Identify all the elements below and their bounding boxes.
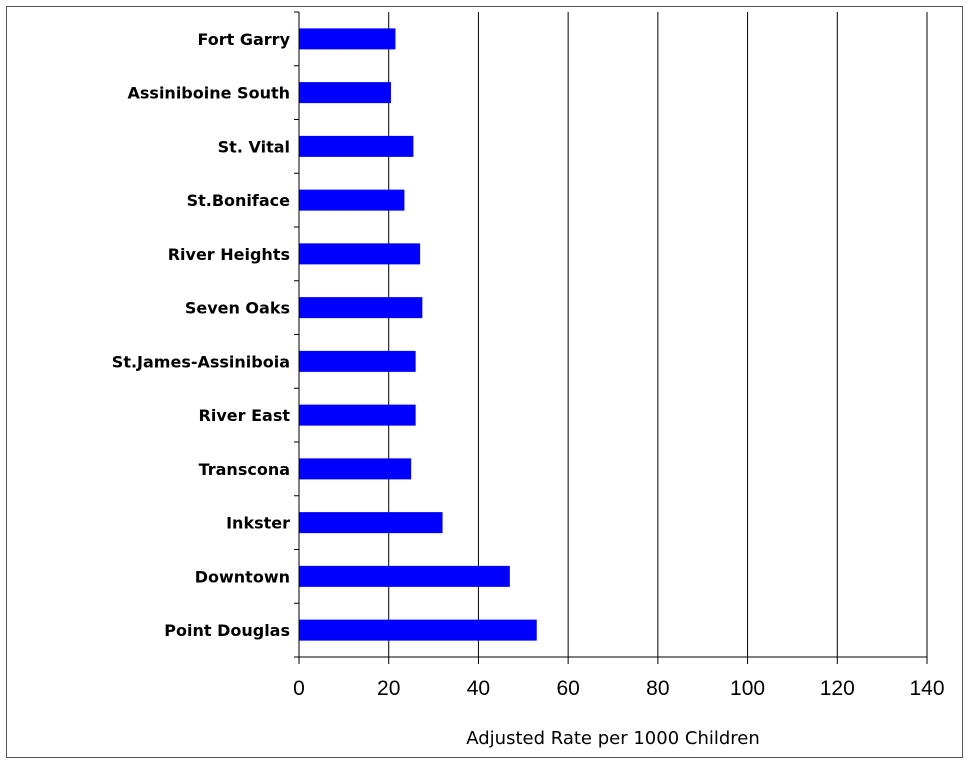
category-label: St.Boniface bbox=[187, 191, 291, 210]
category-label: Transcona bbox=[199, 460, 290, 479]
bars bbox=[299, 28, 537, 641]
bar bbox=[299, 28, 396, 50]
category-label: St.James-Assiniboia bbox=[112, 352, 290, 371]
bar bbox=[299, 404, 416, 426]
bar bbox=[299, 565, 510, 587]
axes bbox=[294, 11, 928, 664]
x-tick-label: 20 bbox=[377, 677, 400, 700]
bar bbox=[299, 189, 405, 211]
category-label: Seven Oaks bbox=[185, 299, 290, 318]
x-axis-title: Adjusted Rate per 1000 Children bbox=[466, 728, 760, 749]
x-tick-label: 60 bbox=[556, 677, 579, 700]
bar bbox=[299, 458, 412, 480]
x-tick-label: 120 bbox=[820, 677, 855, 700]
bar bbox=[299, 350, 416, 372]
category-label: Fort Garry bbox=[197, 30, 290, 49]
category-label: Assiniboine South bbox=[128, 84, 290, 103]
gridlines bbox=[388, 12, 928, 657]
x-tick-label: 80 bbox=[646, 677, 669, 700]
x-tick-label: 0 bbox=[293, 677, 305, 700]
bar bbox=[299, 297, 423, 319]
bar bbox=[299, 243, 421, 265]
x-tick-label: 100 bbox=[730, 677, 765, 700]
bar bbox=[299, 512, 443, 534]
category-label: River East bbox=[199, 406, 291, 425]
bar bbox=[299, 82, 391, 104]
category-label: Point Douglas bbox=[164, 621, 290, 640]
x-tick-labels: 0 20 40 60 80 100 120 140 bbox=[293, 677, 944, 700]
bar bbox=[299, 619, 537, 641]
category-label: Inkster bbox=[226, 514, 290, 533]
x-tick-label: 40 bbox=[467, 677, 490, 700]
bar bbox=[299, 135, 414, 157]
category-label: Downtown bbox=[195, 567, 290, 586]
category-labels: Fort Garry Assiniboine South St. Vital St.B… bbox=[112, 30, 291, 640]
x-tick-label: 140 bbox=[909, 677, 944, 700]
category-label: River Heights bbox=[168, 245, 290, 264]
category-label: St. Vital bbox=[218, 137, 290, 156]
